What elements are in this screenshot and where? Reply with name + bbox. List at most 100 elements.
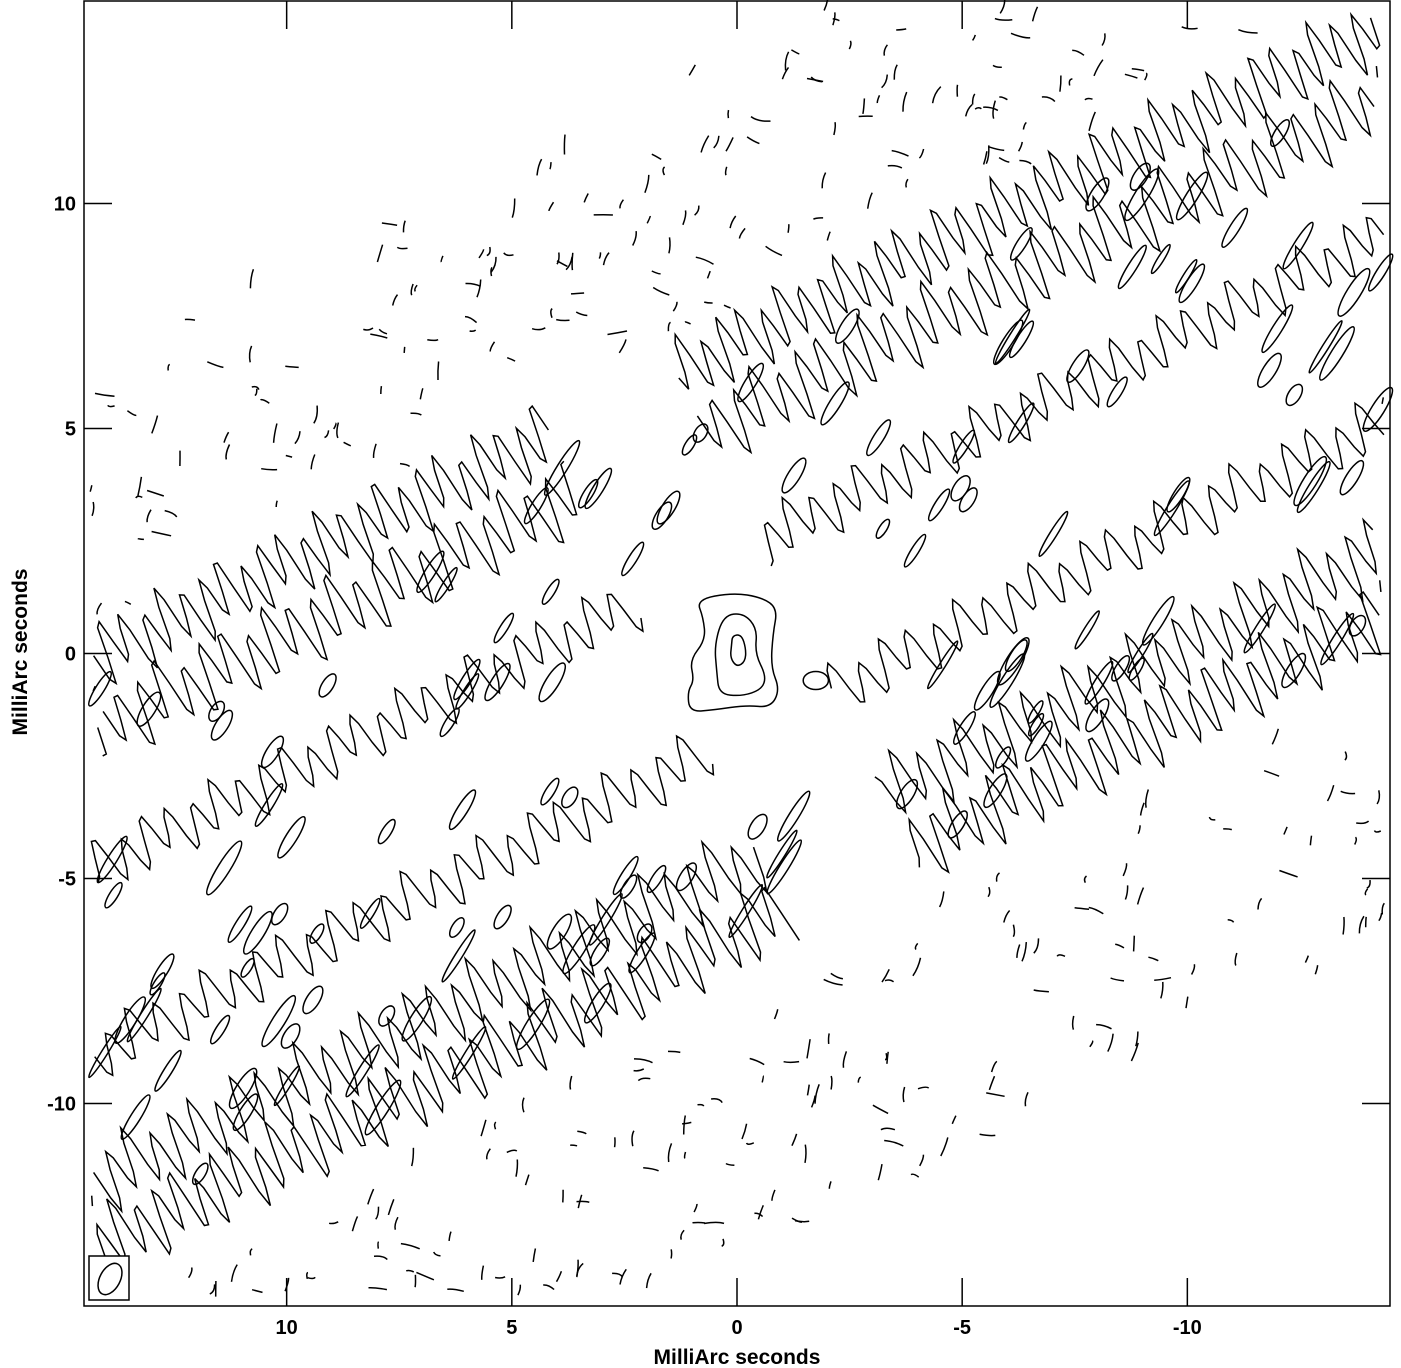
sidelobe-contour [1141,595,1175,646]
sidelobe-contour [996,637,1030,686]
noise-contour [275,500,278,508]
sidelobe-contour [455,673,480,710]
sidelobe-contour [766,839,803,895]
sidelobe-contour [973,670,1001,711]
noise-contour [1130,1042,1139,1062]
sidelobe-contour [675,862,698,892]
x-tick-label: 10 [276,1317,298,1339]
noise-contour [813,217,824,220]
sidelobe-contour [149,972,166,996]
noise-contour [830,1075,833,1090]
noise-contour [437,361,440,381]
noise-contour [823,978,843,986]
sidelobe-contour [1281,652,1307,689]
sidelobe-contour [1296,460,1331,514]
sidelobe-contour [136,691,162,727]
sidelobe-contour [543,439,581,496]
noise-contour [478,249,485,259]
ridge-contour [96,460,578,757]
noise-contour [684,321,691,325]
noise-contour [881,74,889,89]
sidelobe-contour [451,1026,487,1080]
noise-contour [1364,888,1369,896]
noise-contour [724,166,728,176]
noise-contour [1033,989,1049,993]
noise-contour [994,17,1013,21]
sidelobe-contour [656,490,681,525]
sidelobe-contour [378,1005,396,1027]
sidelobe-contour [1308,320,1343,374]
sidelobe-contour [1339,459,1365,496]
noise-contour [137,476,143,496]
sidelobe-contour [448,916,465,939]
noise-contour [294,431,301,445]
noise-contour [983,106,999,112]
noise-contour [902,91,908,112]
sidelobe-contour [681,434,698,456]
noise-contour [704,301,713,304]
noise-contour [1144,72,1148,81]
noise-contour [414,284,418,292]
sidelobe-contour [377,818,396,845]
noise-contour [883,44,888,56]
noise-contour [521,1097,525,1113]
noise-contour [419,388,424,400]
noise-contour [667,1143,673,1163]
sidelobe-contour [628,932,656,974]
noise-contour [881,968,890,983]
noise-contour [336,422,340,439]
noise-contour [999,96,1008,101]
sidelobe-contour [104,881,123,909]
noise-contour [1021,942,1028,962]
sidelobe-contour [646,864,667,894]
noise-contour [784,51,790,71]
noise-contour [765,245,783,257]
sidelobe-contour [1337,267,1371,317]
noise-contour [576,1200,590,1204]
noise-contour [285,365,299,369]
noise-contour [1354,836,1358,845]
y-tick-label: 10 [54,194,76,216]
noise-contour [1181,26,1198,30]
noise-contour [607,330,628,336]
sidelobe-contour [523,487,549,525]
sidelobe-contour [120,1094,151,1140]
noise-contour [891,149,909,157]
noise-contour [207,361,224,369]
axis-tick-labels: 10 5 0 -5 -10 10 5 0 -5 -10 [47,194,1202,1340]
sidelobe-contour [1293,455,1328,507]
noise-contour [1003,910,1011,923]
noise-contour [999,0,1006,14]
sidelobe-contour [1150,243,1171,275]
sidelobe-contour [636,923,653,944]
sidelobe-contour [588,893,623,946]
noise-contour [1309,835,1313,846]
sidelobe-contour [96,835,128,884]
noise-contour [1033,938,1040,954]
noise-contour [1373,830,1382,833]
noise-contour [750,115,771,122]
noise-contour [1185,996,1189,1009]
noise-contour [1263,769,1280,777]
x-tick-label: -10 [1173,1317,1202,1339]
noise-contour [387,1199,395,1216]
noise-contour [249,269,255,289]
ridge-contour [826,397,1385,703]
noise-contour [832,12,836,26]
sidelobe-contour [766,829,798,879]
noise-contour [902,1086,906,1103]
noise-contour [979,1133,996,1137]
noise-contour [1279,869,1298,878]
noise-contour [741,1123,748,1140]
sidelobe-contour [439,707,460,738]
core-contour-level-2 [714,613,766,697]
noise-contour [745,1142,755,1145]
sidelobe-contour [834,308,860,344]
noise-contour [680,1229,685,1240]
sidelobe-contour [302,985,324,1015]
noise-contour [938,891,945,908]
noise-contour [254,388,258,397]
noise-contour [1208,816,1216,821]
noise-contour [682,210,687,226]
core-contour-level-1 [687,593,779,712]
